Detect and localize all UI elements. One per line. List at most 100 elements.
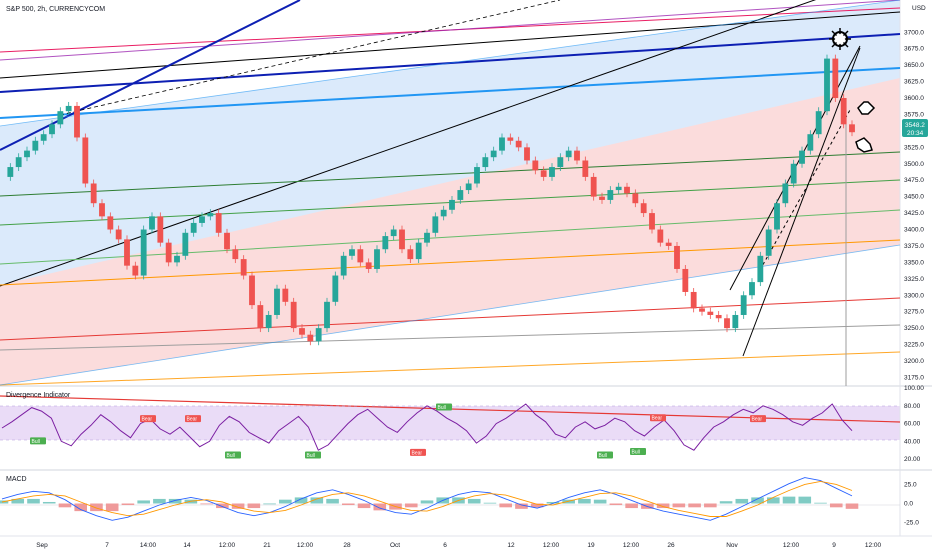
candle: [590, 172, 597, 201]
macd-histogram-bar: [735, 498, 749, 504]
time-axis-ticks: Sep 7 14:00 14 12:00 21 12:00 28 Oct 6 12 12:00 19 12…: [36, 542, 881, 549]
time-tick-label: 7: [105, 542, 109, 549]
price-tick-label: 3250.0: [904, 325, 924, 332]
macd-histogram-bar: [688, 503, 701, 508]
candle: [574, 146, 580, 165]
svg-text:Bear: Bear: [412, 450, 423, 456]
macd-histogram-bar: [499, 503, 512, 508]
price-tick-label: 3525.0: [904, 144, 924, 151]
time-tick-label: 12:00: [543, 542, 560, 549]
macd-histogram-bar: [137, 500, 150, 504]
candle: [257, 301, 264, 333]
candle: [790, 159, 797, 188]
time-tick-label: 9: [832, 542, 836, 549]
candle: [7, 163, 14, 181]
macd-histogram-bar: [11, 498, 25, 504]
candle: [540, 166, 547, 181]
candle: [632, 189, 639, 208]
candle: [815, 107, 822, 139]
macd-histogram-bar: [153, 498, 166, 504]
macd-histogram-bar: [530, 503, 544, 508]
candle: [124, 235, 130, 270]
price-tick-label: 3625.0: [904, 79, 924, 86]
svg-text:3548.2: 3548.2: [905, 122, 925, 129]
candle: [99, 199, 105, 221]
candle: [24, 146, 30, 162]
chart-title: S&P 500, 2h, CURRENCYCOM: [6, 6, 105, 13]
candle: [215, 209, 222, 237]
macd-histogram-bar: [704, 503, 717, 508]
candle: [57, 107, 64, 129]
candle: [224, 228, 230, 254]
time-tick-label: 14: [183, 542, 191, 549]
current-price-tag: 3548.2 20:34: [902, 119, 928, 137]
macd-histogram-bar: [751, 497, 764, 504]
candle: [707, 307, 714, 319]
candle: [340, 251, 347, 280]
candle: [549, 163, 555, 181]
candle: [365, 258, 372, 273]
macd-histogram-bar: [74, 503, 87, 512]
macd-series: [0, 477, 859, 521]
price-tick-label: 3225.0: [904, 342, 924, 349]
svg-text:Bull: Bull: [599, 453, 607, 459]
macd-histogram-bar: [546, 501, 560, 504]
candle: [457, 186, 464, 204]
divergence-tags: Bull Bear Bear Bull Bull Bear Bull Bull Bull Bear…: [30, 403, 766, 459]
macd-histogram-bar: [404, 503, 418, 508]
candle: [274, 284, 280, 319]
divergence-tag: Bull: [225, 451, 241, 459]
price-tick-label: 3350.0: [904, 259, 924, 266]
macd-histogram-bar: [798, 496, 812, 504]
macd-histogram-bar: [263, 503, 276, 505]
macd-histogram-bar: [483, 502, 497, 504]
macd-histogram-bar: [231, 503, 245, 509]
candle: [840, 94, 847, 129]
macd-histogram-bar: [279, 499, 292, 504]
candle: [82, 133, 89, 188]
price-tick-label: 3425.0: [904, 210, 924, 217]
candle: [740, 291, 747, 319]
macd-histogram-bar: [625, 503, 638, 509]
divergence-tick-label: 80.00: [904, 403, 921, 410]
svg-text:Bear: Bear: [752, 417, 763, 423]
candle: [724, 314, 730, 333]
time-tick-label: 26: [667, 542, 675, 549]
price-tick-label: 3450.0: [904, 194, 924, 201]
macd-histogram-bar: [719, 501, 733, 504]
divergence-tag: Bear: [140, 415, 156, 423]
divergence-tag: Bear: [750, 415, 766, 423]
candle: [799, 146, 805, 168]
divergence-tag: Bear: [650, 414, 666, 422]
candle: [832, 54, 839, 102]
time-tick-label: 14:00: [140, 542, 157, 549]
candle: [149, 212, 155, 234]
candle: [524, 143, 530, 165]
macd-histogram-bar: [609, 503, 623, 506]
candle: [15, 153, 22, 172]
macd-histogram-bar: [593, 499, 607, 504]
candle: [390, 225, 397, 241]
time-tick-label: 21: [263, 542, 271, 549]
price-tick-label: 3600.0: [904, 95, 924, 102]
hand-up-icon: [857, 101, 876, 115]
macd-histogram-bar: [90, 503, 103, 512]
price-tick-label: 3200.0: [904, 358, 924, 365]
time-tick-label: 19: [587, 542, 595, 549]
svg-text:Bull: Bull: [438, 405, 446, 411]
hand-down-icon: [855, 137, 873, 153]
candle: [232, 245, 239, 264]
candle: [49, 120, 55, 139]
divergence-tick-label: 40.00: [904, 438, 921, 445]
sun-icon: [829, 28, 851, 50]
macd-tick-label: -25.0: [904, 520, 919, 527]
lower-channel-band: [0, 78, 900, 385]
candle: [465, 179, 472, 195]
macd-histogram-bar: [357, 503, 371, 509]
svg-text:Bull: Bull: [32, 439, 40, 445]
candle: [607, 186, 614, 204]
candle: [349, 245, 355, 260]
candle: [749, 278, 755, 300]
